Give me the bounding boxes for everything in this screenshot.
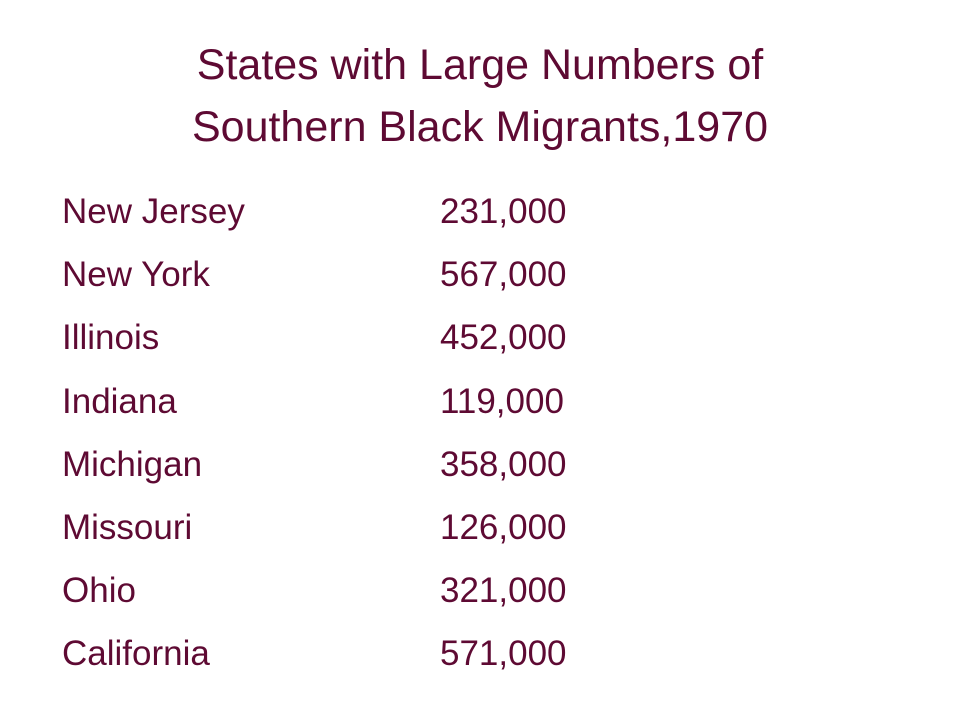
state-name: Missouri bbox=[62, 507, 193, 547]
state-name: Illinois bbox=[62, 318, 160, 358]
state-name: Michigan bbox=[62, 444, 203, 484]
state-name: New York bbox=[62, 255, 210, 295]
state-name: California bbox=[62, 634, 210, 674]
state-name: Ohio bbox=[62, 571, 136, 611]
migrant-count: 119,000 bbox=[440, 381, 564, 421]
migrant-count: 452,000 bbox=[440, 318, 567, 358]
slide-title: States with Large Numbers of Southern Bla… bbox=[0, 34, 960, 158]
migrant-count: 321,000 bbox=[440, 571, 567, 611]
migrant-count: 231,000 bbox=[440, 192, 567, 231]
migrant-count: 567,000 bbox=[440, 255, 567, 295]
migrant-count: 358,000 bbox=[440, 444, 567, 484]
migrant-count: 126,000 bbox=[440, 507, 567, 547]
title-line: States with Large Numbers of bbox=[196, 41, 764, 89]
state-name: New Jersey bbox=[62, 192, 245, 231]
state-name: Indiana bbox=[62, 381, 177, 421]
migrant-count: 571,000 bbox=[440, 634, 567, 674]
title-line: Southern Black Migrants,1970 bbox=[191, 103, 769, 151]
